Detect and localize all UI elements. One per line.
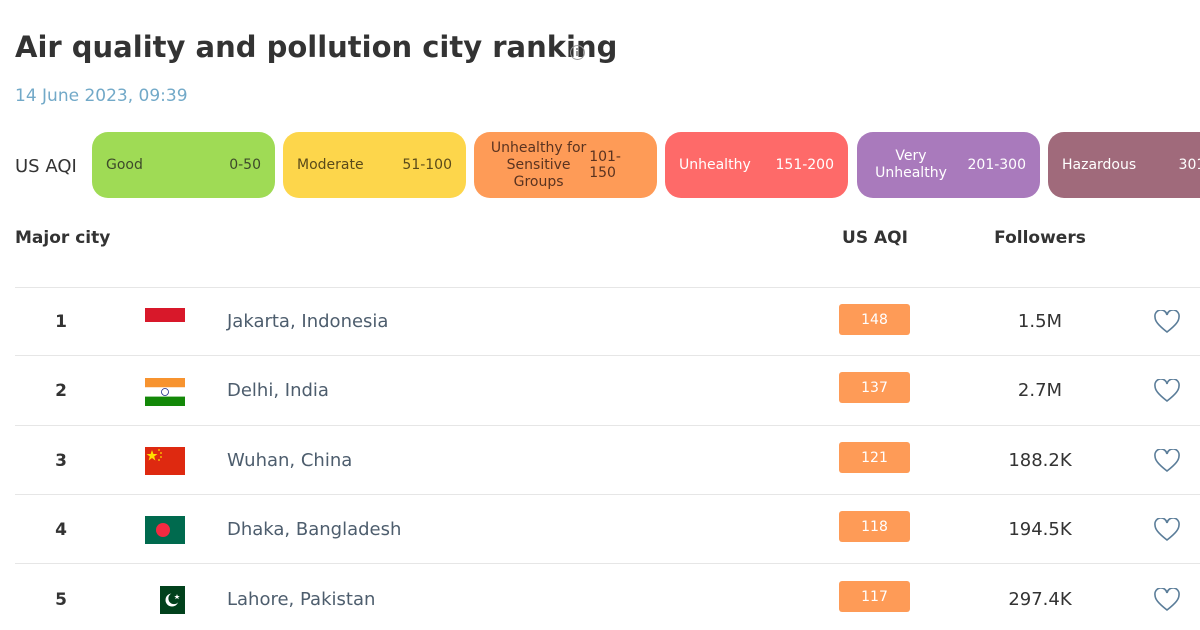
followers: 2.7M xyxy=(1017,380,1063,401)
legend-label: US AQI xyxy=(15,156,77,177)
aqi-badge: 121 xyxy=(839,442,910,473)
level-name: Unhealthy xyxy=(679,156,751,173)
legend-pill: Moderate 51-100 xyxy=(283,132,466,198)
follow-button[interactable] xyxy=(1154,310,1180,334)
rank: 5 xyxy=(55,590,67,610)
page-title: Air quality and pollution city ranking xyxy=(15,30,618,64)
row-separator xyxy=(15,494,1200,495)
level-range: 201-300 xyxy=(967,157,1027,173)
row-separator xyxy=(15,563,1200,564)
aqi-badge: 148 xyxy=(839,304,910,335)
level-range: 151-200 xyxy=(775,157,835,173)
level-name: Very Unhealthy xyxy=(875,148,947,181)
level-range: 301+ xyxy=(1178,157,1200,173)
aqi-badge: 117 xyxy=(839,581,910,612)
legend-pill: Very Unhealthy 201-300 xyxy=(857,132,1040,198)
row-separator xyxy=(15,355,1200,356)
row-separator xyxy=(15,287,1200,288)
legend-pill: Good 0-50 xyxy=(92,132,275,198)
city-name: Lahore, Pakistan xyxy=(227,589,376,610)
timestamp: 14 June 2023, 09:39 xyxy=(15,86,188,106)
legend-pill: Unhealthy 151-200 xyxy=(665,132,848,198)
rank: 4 xyxy=(55,520,67,540)
level-range: 101-150 xyxy=(589,149,621,181)
follow-button[interactable] xyxy=(1154,379,1180,403)
flag xyxy=(145,516,185,544)
rank: 1 xyxy=(55,312,67,332)
follow-button[interactable] xyxy=(1154,518,1180,542)
followers: 1.5M xyxy=(1017,311,1063,332)
city-name: Delhi, India xyxy=(227,380,329,401)
followers: 297.4K xyxy=(1008,589,1072,610)
level-range: 51-100 xyxy=(402,157,452,173)
level-name: Hazardous xyxy=(1062,156,1137,173)
aqi-badge: 137 xyxy=(839,372,910,403)
aqi-badge: 118 xyxy=(839,511,910,542)
row-separator xyxy=(15,425,1200,426)
level-name: Good xyxy=(106,156,143,173)
flag xyxy=(153,586,185,614)
follow-button[interactable] xyxy=(1154,588,1180,612)
level-range: 0-50 xyxy=(229,157,261,173)
city-name: Dhaka, Bangladesh xyxy=(227,519,402,540)
follow-button[interactable] xyxy=(1154,449,1180,473)
city-name: Jakarta, Indonesia xyxy=(227,311,389,332)
city-name: Wuhan, China xyxy=(227,450,353,471)
column-header: Followers xyxy=(994,228,1086,248)
rank: 2 xyxy=(55,381,67,401)
legend-pill: Unhealthy for Sensitive Groups 101-150 xyxy=(474,132,657,198)
flag xyxy=(145,378,185,406)
legend-pill: Hazardous 301+ xyxy=(1048,132,1200,198)
info-icon[interactable] xyxy=(570,45,585,60)
followers: 188.2K xyxy=(1008,450,1072,471)
rank: 3 xyxy=(55,451,67,471)
followers: 194.5K xyxy=(1008,519,1072,540)
flag xyxy=(145,447,185,475)
flag xyxy=(145,308,185,336)
column-header: US AQI xyxy=(842,228,908,248)
level-name: Moderate xyxy=(297,156,364,173)
level-name: Unhealthy for Sensitive Groups xyxy=(490,139,587,190)
column-header: Major city xyxy=(15,228,111,248)
